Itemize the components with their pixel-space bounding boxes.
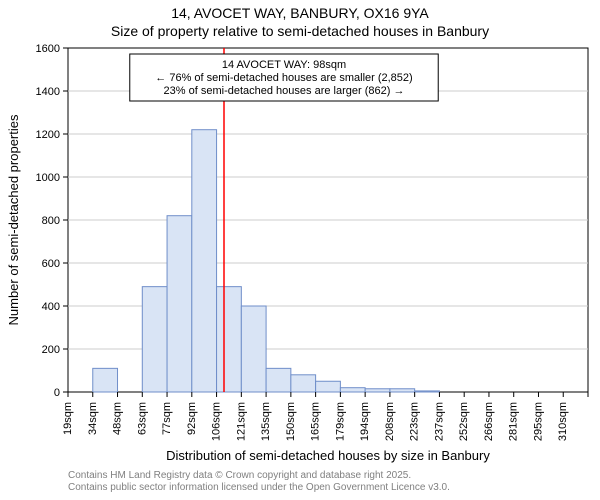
footer-line1: Contains HM Land Registry data © Crown c… <box>68 470 411 481</box>
x-tick-label: 77sqm <box>161 402 173 435</box>
x-tick-label: 252sqm <box>458 402 470 441</box>
histogram-bar <box>167 216 192 392</box>
x-tick-label: 295sqm <box>532 402 544 441</box>
x-tick-label: 48sqm <box>112 402 124 435</box>
x-tick-label: 121sqm <box>235 402 247 441</box>
histogram-bar <box>340 388 365 392</box>
chart-title-line2: Size of property relative to semi-detach… <box>111 23 489 39</box>
histogram-bar <box>266 368 291 392</box>
y-tick-label: 400 <box>42 301 60 313</box>
footer-line2: Contains public sector information licen… <box>68 482 450 493</box>
annotation-line: ← 76% of semi-detached houses are smalle… <box>155 72 412 84</box>
histogram-bar <box>142 287 167 392</box>
x-tick-label: 34sqm <box>87 402 99 435</box>
y-tick-label: 600 <box>42 258 60 270</box>
histogram-chart: 14, AVOCET WAY, BANBURY, OX16 9YA Size of… <box>0 0 600 500</box>
x-tick-label: 165sqm <box>310 402 322 441</box>
y-tick-label: 800 <box>42 215 60 227</box>
histogram-bar <box>93 368 118 392</box>
histogram-bar <box>192 130 217 392</box>
y-tick-label: 1400 <box>36 86 60 98</box>
x-tick-label: 266sqm <box>483 402 495 441</box>
x-tick-label: 179sqm <box>334 402 346 441</box>
x-tick-label: 92sqm <box>186 402 198 435</box>
x-tick-label: 281sqm <box>508 402 520 441</box>
histogram-bar <box>316 381 341 392</box>
x-tick-label: 223sqm <box>409 402 421 441</box>
histogram-bar <box>217 287 242 392</box>
x-tick-label: 135sqm <box>260 402 272 441</box>
y-tick-label: 0 <box>54 387 60 399</box>
y-axis-label: Number of semi-detached properties <box>6 114 21 325</box>
histogram-bar <box>291 375 316 392</box>
x-tick-label: 106sqm <box>211 402 223 441</box>
x-tick-label: 208sqm <box>384 402 396 441</box>
histogram-bar <box>390 389 415 392</box>
y-tick-label: 1000 <box>36 172 60 184</box>
x-tick-label: 237sqm <box>433 402 445 441</box>
x-tick-label: 63sqm <box>136 402 148 435</box>
histogram-bar <box>241 306 266 392</box>
chart-title-line1: 14, AVOCET WAY, BANBURY, OX16 9YA <box>171 5 429 21</box>
x-tick-label: 19sqm <box>62 402 74 435</box>
chart-svg: 14, AVOCET WAY, BANBURY, OX16 9YA Size of… <box>0 0 600 500</box>
y-tick-label: 1200 <box>36 129 60 141</box>
x-axis-label: Distribution of semi-detached houses by … <box>166 448 490 463</box>
annotation-line: 23% of semi-detached houses are larger (… <box>164 85 405 97</box>
x-tick-label: 310sqm <box>557 402 569 441</box>
x-tick-label: 194sqm <box>359 402 371 441</box>
histogram-bar <box>365 389 390 392</box>
x-tick-label: 150sqm <box>285 402 297 441</box>
y-tick-label: 1600 <box>36 43 60 55</box>
annotation-line: 14 AVOCET WAY: 98sqm <box>222 59 346 71</box>
histogram-bar <box>415 391 440 392</box>
y-tick-label: 200 <box>42 344 60 356</box>
